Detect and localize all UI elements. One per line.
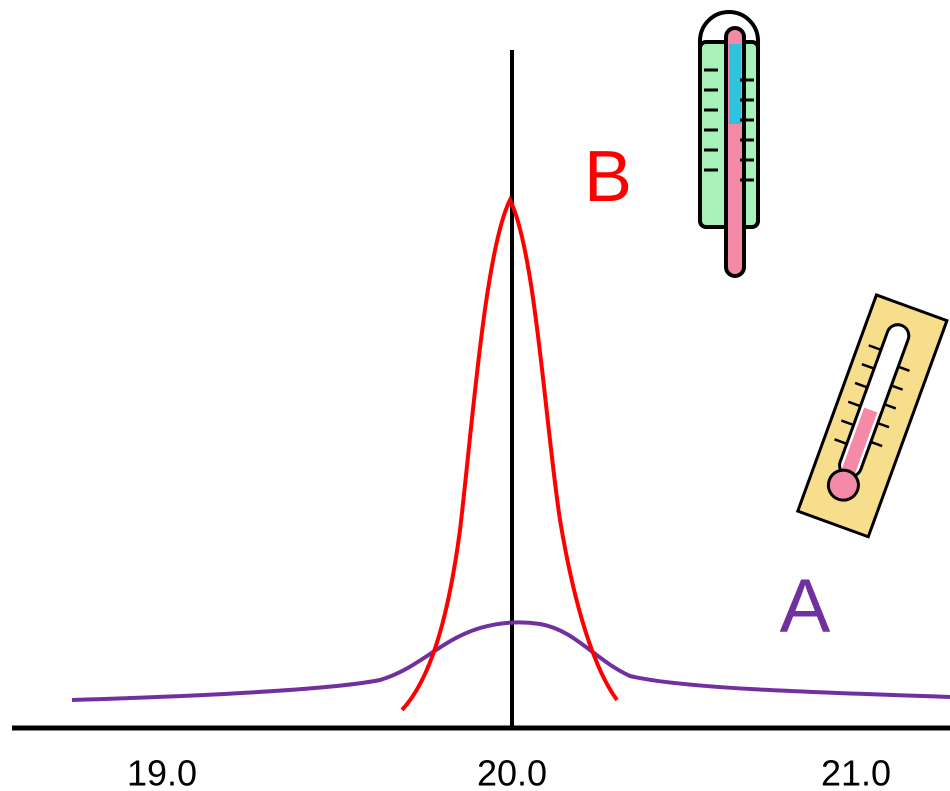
tick-label: 21.0 — [821, 753, 891, 791]
curve-label: B — [584, 137, 632, 217]
curve-label: A — [780, 564, 831, 649]
thermometer-icon — [698, 10, 760, 278]
tick-label: 20.0 — [477, 753, 547, 791]
curve-b — [400, 195, 619, 712]
thermometer-icon — [795, 293, 949, 539]
tick-label: 19.0 — [127, 753, 197, 791]
curve-a — [71, 620, 950, 702]
